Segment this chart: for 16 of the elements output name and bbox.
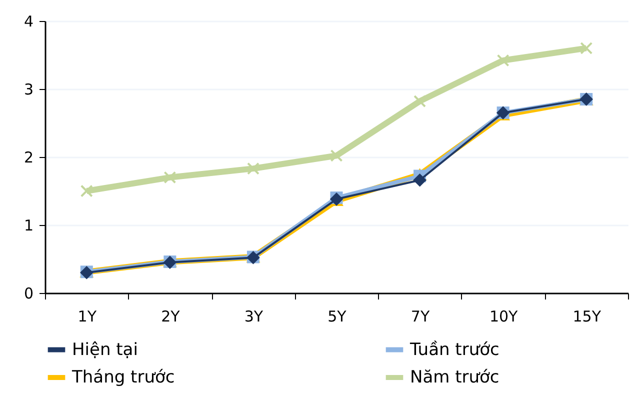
- x-tick-label: 5Y: [328, 308, 348, 326]
- y-tick-label: 0: [24, 284, 34, 302]
- y-tick-label: 2: [24, 148, 34, 166]
- y-tick-label: 4: [24, 12, 34, 30]
- x-tick-label: 3Y: [244, 308, 264, 326]
- x-tick-label: 15Y: [572, 308, 602, 326]
- x-tick-label: 10Y: [489, 308, 519, 326]
- legend-label: Tháng trước: [71, 368, 175, 388]
- y-tick-label: 3: [24, 80, 34, 98]
- x-tick-label: 2Y: [161, 308, 181, 326]
- legend-label: Tuần trước: [409, 340, 500, 360]
- x-tick-label: 7Y: [410, 308, 430, 326]
- y-tick-label: 1: [24, 216, 34, 234]
- legend-label: Hiện tại: [72, 340, 138, 360]
- legend-label: Năm trước: [410, 368, 500, 388]
- x-tick-label: 1Y: [78, 308, 98, 326]
